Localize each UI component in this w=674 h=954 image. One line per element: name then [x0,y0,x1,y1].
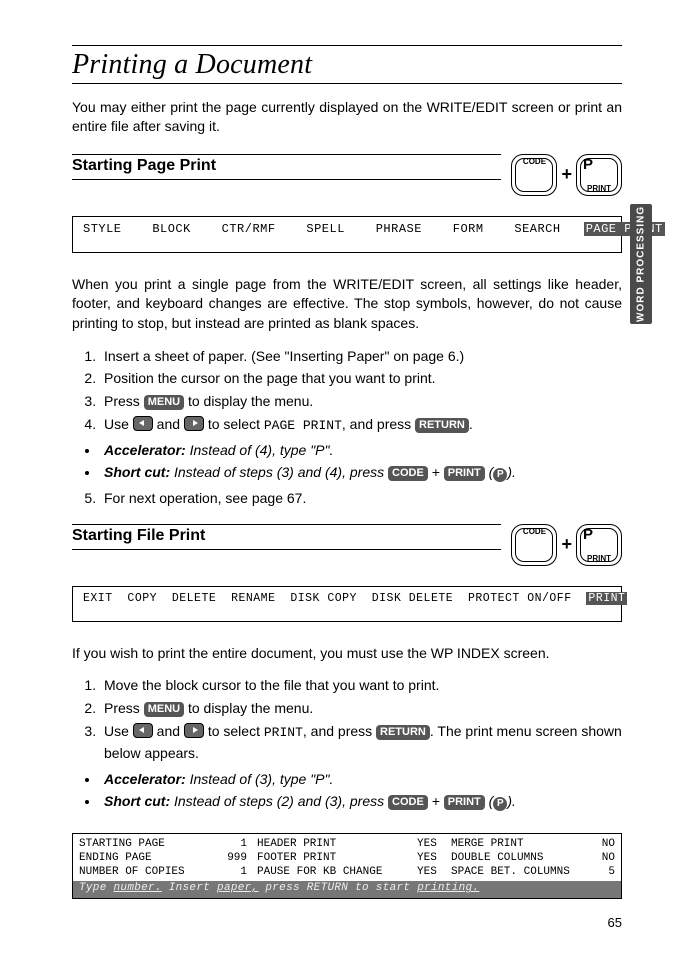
step: Position the cursor on the page that you… [100,368,622,390]
key-combo-1: CODE + P PRINT [511,154,622,196]
section2-bullets: Accelerator: Instead of (3), type "P". S… [72,769,622,813]
accelerator: Accelerator: Instead of (3), type "P". [100,769,622,791]
code-key-icon: CODE [511,154,557,196]
p-key-icon: P [493,468,507,482]
step: Press MENU to display the menu. [100,391,622,413]
section1-bullets: Accelerator: Instead of (4), type "P". S… [72,440,622,484]
side-tab: WORD PROCESSING [630,204,652,324]
menu-item: SPELL [306,222,345,236]
menu-item: COPY [127,592,157,605]
menu-item-selected: PRINT [586,592,627,605]
menu-item: STYLE [83,222,122,236]
settings-footer: Type number. Insert paper, press RETURN … [73,881,621,898]
menu-item: SEARCH [514,222,560,236]
menu-item-selected: PAGE PRINT [584,222,665,236]
menu-item: DELETE [172,592,216,605]
key-combo-2: CODE + P PRINT [511,524,622,566]
section1-steps-cont: For next operation, see page 67. [72,488,622,510]
section2-heading: Starting File Print [72,524,501,550]
p-key-icon: P [493,797,507,811]
menu-item: BLOCK [152,222,191,236]
accelerator: Accelerator: Instead of (4), type "P". [100,440,622,462]
settings-row: STARTING PAGE1 HEADER PRINTYES MERGE PRI… [79,838,615,852]
menu-item: CTR/RMF [222,222,276,236]
step: Use and to select PAGE PRINT, and press … [100,414,622,436]
return-key-icon: RETURN [376,725,430,740]
arrow-right-icon [184,416,204,431]
menu-bar-2: EXIT COPY DELETE RENAME DISK COPY DISK D… [72,586,622,622]
plus-icon: + [561,534,572,555]
menu-item: FORM [453,222,484,236]
section2-para: If you wish to print the entire document… [72,644,622,664]
return-key-icon: RETURN [415,418,469,433]
code-key-icon: CODE [388,466,428,481]
shortcut: Short cut: Instead of steps (2) and (3),… [100,791,622,813]
arrow-left-icon [133,416,153,431]
menu-item: EXIT [83,592,113,605]
step: Insert a sheet of paper. (See "Inserting… [100,346,622,368]
section1-heading: Starting Page Print [72,154,501,180]
menu-item: PHRASE [376,222,422,236]
intro-text: You may either print the page currently … [72,98,622,136]
section1-para: When you print a single page from the WR… [72,275,622,334]
code-key-icon: CODE [388,795,428,810]
print-settings-panel: STARTING PAGE1 HEADER PRINTYES MERGE PRI… [72,833,622,899]
step: Press MENU to display the menu. [100,698,622,720]
plus-icon: + [561,164,572,185]
step: Move the block cursor to the file that y… [100,675,622,697]
settings-row: ENDING PAGE999 FOOTER PRINTYES DOUBLE CO… [79,852,615,866]
code-key-icon: CODE [511,524,557,566]
step: For next operation, see page 67. [100,488,622,510]
page-title: Printing a Document [72,49,622,84]
rule-top [72,45,622,46]
print-key-icon: PRINT [444,795,485,810]
arrow-left-icon [133,723,153,738]
arrow-right-icon [184,723,204,738]
menu-bar-1: STYLE BLOCK CTR/RMF SPELL PHRASE FORM SE… [72,216,622,253]
section1-steps: Insert a sheet of paper. (See "Inserting… [72,346,622,436]
menu-key-icon: MENU [144,702,184,717]
menu-item: DISK COPY [290,592,357,605]
step: Use and to select PRINT, and press RETUR… [100,721,622,765]
menu-key-icon: MENU [144,395,184,410]
shortcut: Short cut: Instead of steps (3) and (4),… [100,462,622,484]
section2-steps: Move the block cursor to the file that y… [72,675,622,764]
print-key-icon: PRINT [444,466,485,481]
settings-row: NUMBER OF COPIES1 PAUSE FOR KB CHANGEYES… [79,866,615,880]
p-print-key-icon: P PRINT [576,524,622,566]
page-number: 65 [608,915,622,930]
menu-item: PROTECT ON/OFF [468,592,572,605]
p-print-key-icon: P PRINT [576,154,622,196]
menu-item: RENAME [231,592,275,605]
menu-item: DISK DELETE [372,592,453,605]
